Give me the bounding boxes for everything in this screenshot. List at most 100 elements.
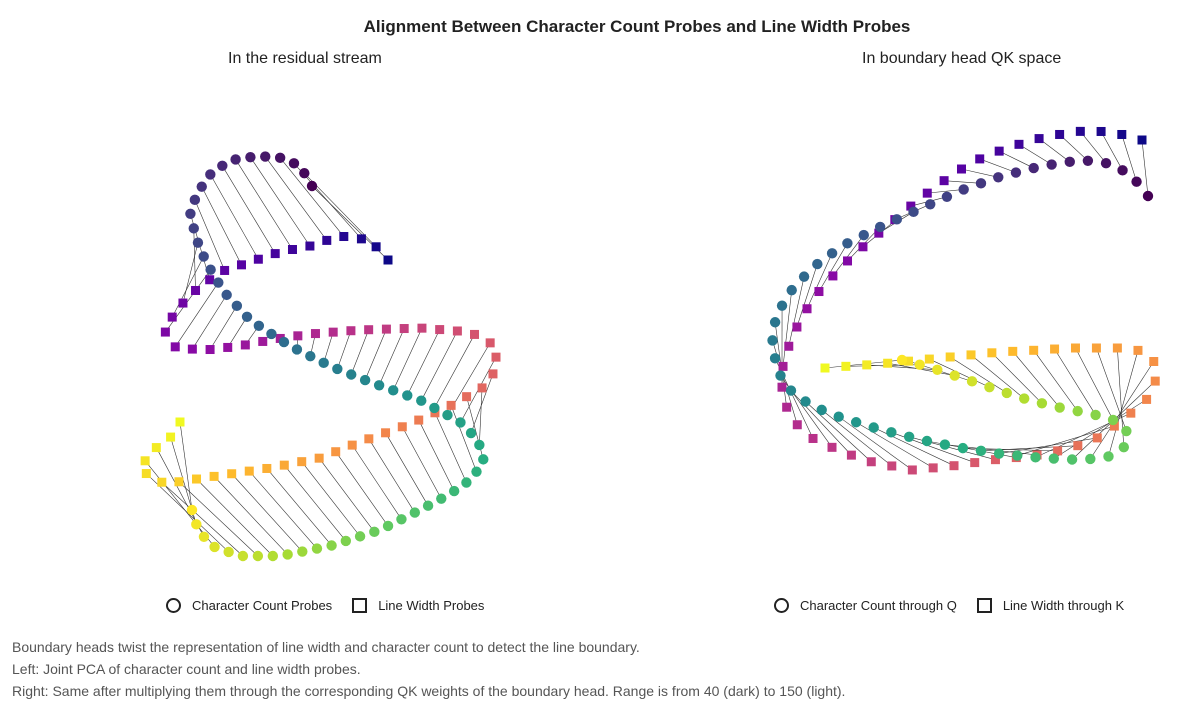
right-character-count-marker (1046, 159, 1057, 170)
right-connector-line (1075, 347, 1114, 421)
left-character-count-marker (318, 357, 329, 369)
left-line-width-marker (417, 323, 427, 333)
right-line-width-marker (1070, 343, 1080, 353)
right-character-count-marker (1010, 167, 1022, 178)
left-connector-line (171, 256, 204, 318)
left-character-count-marker (340, 535, 352, 547)
left-connector-line (434, 334, 475, 409)
right-character-count-marker (1121, 425, 1132, 437)
right-character-count-marker (957, 442, 969, 454)
right-connector-line (1141, 139, 1149, 197)
left-line-width-marker (470, 329, 480, 339)
left-connector-line (450, 405, 477, 472)
right-connector-line (1038, 138, 1070, 163)
right-line-width-marker (975, 154, 985, 164)
right-line-width-marker (907, 465, 917, 475)
left-character-count-marker (278, 336, 290, 348)
right-line-width-marker (956, 164, 966, 174)
left-character-count-marker (373, 380, 385, 391)
right-character-count-marker (914, 359, 925, 370)
right-character-count-marker (925, 199, 936, 210)
right-character-count-marker (1001, 387, 1012, 399)
left-character-count-marker (478, 454, 489, 465)
left-character-count-marker (192, 237, 204, 248)
left-character-count-marker (288, 158, 300, 169)
right-line-width-marker (808, 433, 818, 443)
right-line-width-marker (990, 455, 1000, 465)
right-character-count-marker (833, 411, 844, 422)
right-character-count-marker (812, 258, 823, 270)
left-character-count-marker (369, 526, 380, 538)
right-character-count-marker (769, 353, 781, 364)
left-character-count-marker (471, 466, 482, 477)
left-character-count-marker (299, 167, 310, 179)
right-line-width-marker (987, 348, 997, 358)
caption-line: Right: Same after multiplying them throu… (12, 683, 846, 699)
right-connector-line (944, 180, 981, 184)
left-character-count-marker (260, 151, 271, 162)
left-legend: Character Count Probes Line Width Probes (166, 598, 504, 613)
right-character-count-marker (1036, 398, 1048, 409)
left-character-count-marker (191, 519, 202, 530)
left-character-count-marker (267, 550, 279, 562)
left-character-count-marker (402, 390, 413, 401)
right-character-count-marker (1048, 453, 1060, 464)
right-connector-line (1033, 350, 1078, 412)
right-character-count-marker (941, 191, 953, 202)
left-line-width-marker (167, 312, 177, 322)
right-character-count-marker (896, 354, 908, 366)
right-line-width-marker (1096, 126, 1106, 136)
left-character-count-marker (185, 208, 196, 220)
right-character-count-marker (785, 385, 797, 396)
right-line-width-marker (777, 382, 787, 392)
right-line-width-marker (862, 360, 872, 370)
left-character-count-marker (429, 402, 440, 414)
right-character-count-marker (1107, 414, 1119, 426)
left-character-count-marker (223, 546, 234, 558)
left-line-width-marker (192, 474, 202, 484)
right-character-count-marker (1019, 393, 1030, 404)
right-character-count-marker (798, 271, 810, 282)
left-connector-line (201, 186, 242, 265)
left-character-count-marker (409, 507, 421, 518)
legend-label: Line Width through K (1002, 598, 1125, 613)
left-connector-line (192, 294, 227, 350)
right-character-count-marker (1131, 176, 1142, 187)
left-line-width-marker (166, 432, 176, 442)
legend-item-line-width-k: Line Width through K (976, 598, 1125, 613)
left-character-count-marker (422, 500, 434, 511)
square-marker-icon (352, 598, 368, 613)
left-line-width-marker (157, 477, 167, 487)
left-line-width-marker (223, 342, 233, 352)
left-connector-line (420, 330, 458, 401)
right-character-count-marker (908, 206, 919, 218)
legend-label: Character Count through Q (800, 598, 957, 613)
right-line-width-marker (966, 350, 976, 360)
right-line-width-marker (1126, 408, 1136, 418)
left-line-width-marker (397, 422, 407, 432)
left-connector-line (385, 432, 429, 506)
legend-item-character-count-q: Character Count through Q (774, 598, 957, 613)
legend-item-character-count: Character Count Probes (166, 598, 332, 613)
right-line-width-marker (939, 176, 949, 186)
left-connector-line (279, 157, 345, 237)
right-connector-line (927, 189, 964, 194)
right-line-width-marker (906, 201, 916, 211)
right-line-width-marker (1092, 433, 1102, 443)
left-line-width-marker (236, 260, 246, 270)
left-connector-line (479, 387, 483, 445)
right-line-width-marker (792, 420, 802, 430)
right-character-count-marker (939, 439, 951, 450)
left-character-count-marker (442, 409, 453, 421)
left-line-width-marker (209, 471, 219, 481)
right-line-width-marker (922, 188, 932, 198)
left-line-width-marker (258, 336, 268, 346)
right-line-width-marker (802, 304, 812, 314)
right-line-width-marker (814, 287, 824, 297)
left-line-width-marker (331, 447, 341, 457)
left-line-width-marker (174, 477, 184, 487)
right-connector-line (991, 352, 1043, 404)
left-line-width-marker (314, 453, 324, 463)
left-line-width-marker (287, 245, 297, 255)
left-connector-line (265, 156, 328, 241)
